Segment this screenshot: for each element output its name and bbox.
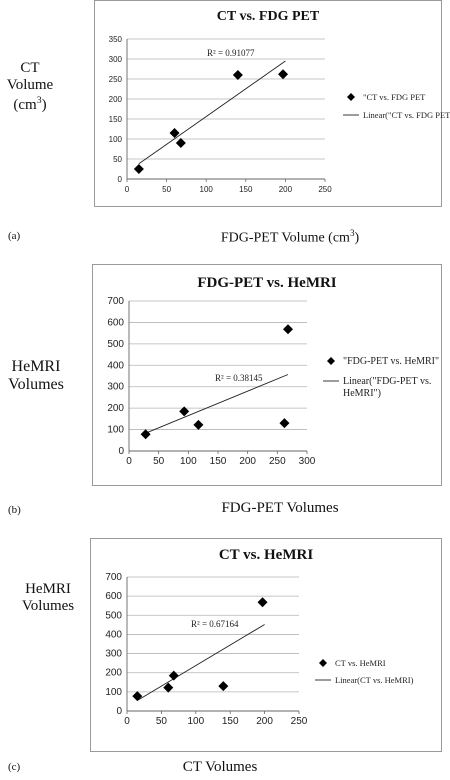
x-tick-label-c: 250 [291,716,308,727]
y-tick-label-c: 0 [116,706,122,717]
plot-a: 0 50 100 150 200 250 300 350 0 50 100 150 200 250 R² =… [109,35,450,194]
data-point-b [193,419,204,430]
panel-a: CT Volume (cm3) CT vs. FDG PET 0 50 100 150… [0,0,450,255]
legend-trendline-label-b: HeMRI") [343,388,381,399]
y-tick-label-c: 100 [105,687,122,698]
x-tick-label-c: 0 [124,716,130,727]
y-tick-label-c: 400 [105,629,122,640]
r-squared-annotation-b: R² = 0.38145 [215,373,263,383]
y-axis-label-b: HeMRI Volumes [8,358,64,394]
plot-c: 0 100 200 300 400 500 600 700 0 50 100 150 200 250 R² … [105,572,414,727]
trendline-a [138,60,286,165]
panel-c: HeMRI Volumes CT vs. HeMRI 0 100 200 300 400… [0,533,450,780]
legend-series-label-b: "FDG-PET vs. HeMRI" [343,356,439,367]
data-point-a [133,164,144,174]
panel-label-a: (a) [8,230,21,242]
y-tick-label-a: 200 [109,95,123,104]
data-point-c [132,691,143,702]
x-tick-label-b: 100 [180,456,197,467]
y-tick-label-a: 300 [109,55,123,64]
y-tick-label-a: 150 [109,115,123,124]
chart-box-b: FDG-PET vs. HeMRI 0 100 200 300 400 500 600 700… [92,264,442,486]
y-tick-label-c: 200 [105,668,122,679]
x-tick-label-a: 250 [318,185,332,194]
r-squared-annotation-a: R² = 0.91077 [207,48,255,58]
data-point-a [278,69,289,80]
legend-marker-a [347,93,355,101]
x-axis-label-c: CT Volumes [182,759,258,775]
x-tick-label-c: 150 [222,716,239,727]
x-tick-label-b: 50 [153,456,165,467]
y-tick-label-b: 500 [107,339,124,350]
x-tick-label-c: 200 [256,716,273,727]
x-tick-label-c: 100 [187,716,204,727]
data-point-c [163,682,174,693]
y-tick-label-a: 50 [113,155,122,164]
chart-box-a: CT vs. FDG PET 0 50 100 150 200 250 300 350 0 50 1… [94,0,450,207]
chart-title-c: CT vs. HeMRI [218,547,314,563]
y-tick-label-b: 100 [107,425,124,436]
x-tick-label-a: 200 [279,185,293,194]
y-tick-label-b: 600 [107,317,124,328]
data-point-a [169,128,180,138]
chart-box-c: CT vs. HeMRI 0 100 200 300 400 500 600 700 0 50 10… [90,538,442,752]
x-axis-label-a: FDG-PET Volume (cm3) [220,228,360,246]
y-tick-label-b: 200 [107,403,124,414]
plot-b: 0 100 200 300 400 500 600 700 0 50 100 150 200 250 300… [107,296,439,467]
y-tick-label-a: 0 [118,175,123,184]
data-point-a [232,70,243,80]
r-squared-annotation-c: R² = 0.67164 [191,619,239,629]
legend-series-label-c: CT vs. HeMRI [335,658,386,668]
x-tick-label-c: 50 [156,716,168,727]
x-tick-label-a: 50 [162,185,171,194]
x-tick-label-b: 200 [239,456,256,467]
legend-series-label-a: "CT vs. FDG PET [363,92,426,102]
y-tick-label-b: 300 [107,382,124,393]
legend-trendline-label-c: Linear(CT vs. HeMRI) [335,675,414,685]
panel-label-c: (c) [8,761,21,773]
y-tick-label-b: 400 [107,360,124,371]
y-tick-label-a: 250 [109,75,123,84]
y-tick-label-b: 0 [118,446,124,457]
chart-title-b: FDG-PET vs. HeMRI [197,275,337,291]
chart-title-a: CT vs. FDG PET [216,9,320,24]
data-point-b [179,406,190,417]
legend-marker-c [319,659,327,667]
x-tick-label-b: 250 [269,456,286,467]
y-axis-label-a: CT Volume (cm3) [6,60,54,113]
x-axis-label-b: FDG-PET Volumes [221,500,339,516]
x-tick-label-b: 150 [210,456,227,467]
data-point-b [283,324,294,335]
data-point-c [257,597,268,608]
x-tick-label-a: 0 [125,185,130,194]
data-point-b [279,418,290,429]
panel-b: HeMRI Volumes FDG-PET vs. HeMRI 0 100 200 3… [0,262,450,524]
legend-marker-b [327,357,335,365]
data-point-a [175,138,186,148]
legend-trendline-label-b: Linear("FDG-PET vs. [343,376,431,387]
y-tick-label-b: 700 [107,296,124,307]
y-tick-label-c: 700 [105,572,122,583]
trendline-c [137,624,265,701]
x-tick-label-a: 100 [200,185,214,194]
x-tick-label-b: 0 [126,456,132,467]
data-point-b [140,429,151,440]
data-point-c [168,670,179,681]
y-tick-label-c: 300 [105,649,122,660]
y-tick-label-c: 600 [105,591,122,602]
data-point-c [218,681,229,692]
legend-trendline-label-a: Linear("CT vs. FDG PET) [363,110,450,120]
y-axis-label-c: HeMRI Volumes [21,581,75,615]
y-tick-label-a: 100 [109,135,123,144]
y-tick-label-c: 500 [105,610,122,621]
x-tick-label-a: 150 [239,185,253,194]
y-tick-label-a: 350 [109,35,123,44]
panel-label-b: (b) [8,504,21,516]
x-tick-label-b: 300 [299,456,316,467]
trendline-b [145,374,289,434]
